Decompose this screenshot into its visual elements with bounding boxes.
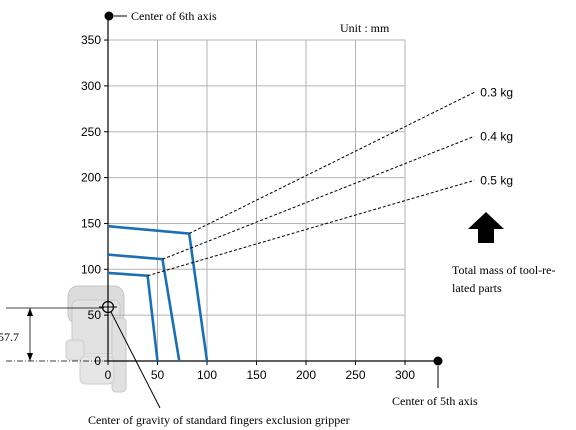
cog-leader-line xyxy=(110,311,161,409)
center-6th-axis-marker xyxy=(104,11,114,21)
x-tick-label: 300 xyxy=(395,368,415,382)
series-leader-line xyxy=(188,91,475,234)
y-tick-label: 150 xyxy=(81,216,101,230)
x-tick-label: 200 xyxy=(296,368,316,382)
y-tick-label: 100 xyxy=(81,262,101,276)
unit-label: Unit : mm xyxy=(340,21,390,35)
series-name-label: 0.3 kg xyxy=(480,85,513,99)
gripper-illustration xyxy=(65,285,127,393)
center-5th-axis-label: Center of 5th axis xyxy=(392,394,478,408)
dim-arrow-top-icon xyxy=(27,308,33,316)
y-tick-label: 300 xyxy=(81,79,101,93)
series-leader-line xyxy=(147,179,475,277)
series-leader-line xyxy=(162,135,475,260)
cog-crosshair-icon xyxy=(99,298,117,316)
series-group xyxy=(107,91,475,362)
series-name-label: 0.5 kg xyxy=(480,173,513,187)
series-name-label: 0.4 kg xyxy=(480,129,513,143)
axes xyxy=(104,16,438,365)
arrow-up-icon xyxy=(468,212,504,243)
y-tick-label: 200 xyxy=(81,171,101,185)
y-tick-label: 350 xyxy=(81,33,101,47)
center-5th-axis-marker xyxy=(433,356,443,366)
dim-value: 57.7 xyxy=(0,330,19,344)
x-tick-label: 250 xyxy=(345,368,365,382)
x-tick-label: 150 xyxy=(246,368,266,382)
x-tick-label: 0 xyxy=(105,368,112,382)
y-tick-label: 250 xyxy=(81,125,101,139)
dim-arrow-bottom-icon xyxy=(27,353,33,361)
total-mass-label-line2: lated parts xyxy=(452,281,502,295)
y-tick-label: 50 xyxy=(88,308,102,322)
center-6th-axis-label: Center of 6th axis xyxy=(131,9,217,23)
cog-label: Center of gravity of standard fingers ex… xyxy=(88,413,350,427)
x-tick-label: 50 xyxy=(151,368,165,382)
total-mass-label-line1: Total mass of tool-re- xyxy=(452,263,555,277)
x-tick-label: 100 xyxy=(197,368,217,382)
grid xyxy=(108,39,406,361)
